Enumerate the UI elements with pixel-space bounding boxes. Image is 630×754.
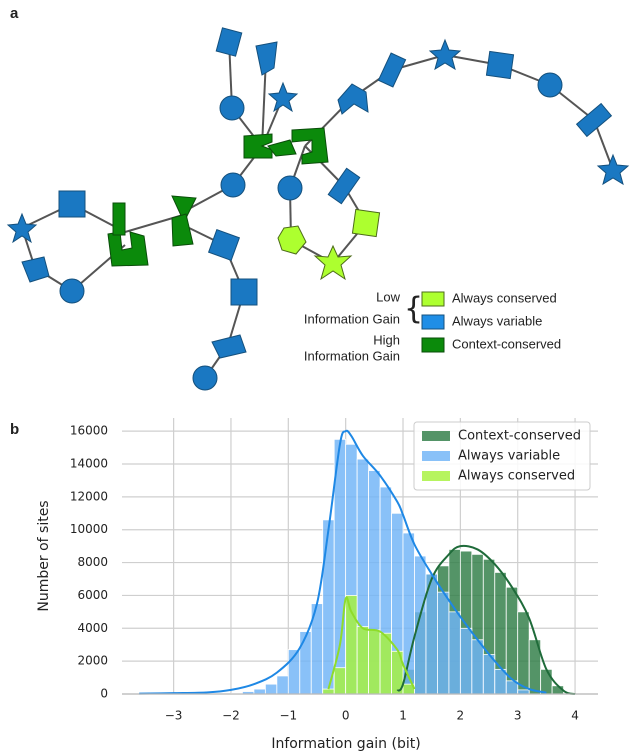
legend-text: High: [373, 332, 400, 347]
bar: [276, 675, 289, 695]
legend-text: Always conserved: [452, 290, 557, 305]
bar: [368, 629, 381, 695]
kde-line: [396, 544, 576, 695]
x-tick-label: −2: [222, 709, 240, 723]
bar: [253, 688, 266, 695]
legend-text: Information Gain: [304, 348, 400, 363]
y-tick-label: 0: [100, 687, 108, 701]
x-tick-label: 4: [571, 709, 579, 723]
plot-area: [122, 418, 598, 695]
bar: [414, 555, 427, 695]
y-tick-label: 10000: [70, 522, 108, 536]
y-tick-label: 4000: [77, 621, 108, 635]
y-tick-label: 6000: [77, 588, 108, 602]
y-axis-label: Number of sites: [36, 500, 52, 611]
bar: [322, 519, 335, 695]
bar: [448, 611, 461, 695]
y-tick-label: 8000: [77, 555, 108, 569]
diagram-legend: Low Information Gain { High Information …: [304, 289, 561, 363]
legend-label: Always variable: [458, 449, 560, 464]
legend-text: Low: [376, 289, 400, 304]
bar: [517, 611, 530, 695]
legend: Context-conserved Always variable Always c…: [413, 421, 591, 491]
x-tick-label: 1: [399, 709, 407, 723]
bar: [379, 632, 392, 695]
x-tick-label: −1: [279, 709, 297, 723]
legend-swatch: [421, 314, 445, 330]
legend-label: Context-conserved: [458, 429, 581, 444]
legend-swatch: [421, 291, 445, 307]
bar: [322, 688, 335, 695]
legend-swatch: [422, 451, 450, 461]
y-tick-label: 14000: [70, 457, 108, 471]
x-tick-label: 2: [457, 709, 465, 723]
legend-text: Always variable: [452, 313, 542, 328]
y-tick-label: 2000: [77, 654, 108, 668]
x-tick-label: −3: [165, 709, 183, 723]
bar: [517, 689, 530, 695]
legend-box: [413, 421, 591, 491]
kde-line: [139, 429, 547, 695]
bar: [459, 627, 473, 695]
bar: [264, 683, 278, 695]
legend-swatch: [422, 471, 450, 481]
bar: [333, 667, 347, 695]
bar: [540, 668, 553, 695]
legend-swatch: [422, 431, 450, 441]
legend-label: Always conserved: [458, 469, 575, 484]
panel-label: b: [10, 421, 19, 438]
panel-label: a: [10, 5, 19, 22]
x-tick-label: 3: [514, 709, 522, 723]
bar: [471, 639, 484, 695]
y-tick-label: 12000: [70, 489, 108, 503]
kde-line: [327, 596, 416, 690]
y-tick-label: 16000: [70, 424, 108, 438]
nodes: [6, 27, 630, 391]
x-tick-label: 0: [342, 709, 350, 723]
brace: {: [404, 292, 423, 327]
legend-swatch: [421, 337, 445, 353]
bar: [356, 626, 370, 695]
network: [6, 27, 630, 391]
x-axis-label: Information gain (bit): [271, 736, 420, 752]
legend-text: Context-conserved: [452, 336, 561, 351]
legend-text: Information Gain: [304, 311, 400, 326]
bar: [299, 631, 312, 695]
bar: [437, 591, 450, 695]
